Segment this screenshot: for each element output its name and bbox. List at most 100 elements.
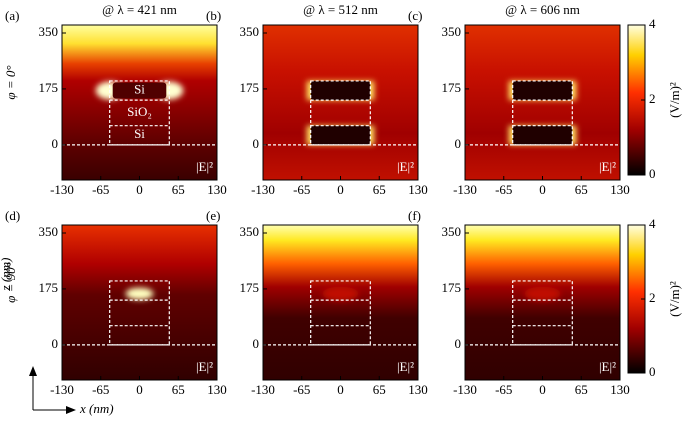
x-arrowhead bbox=[66, 406, 76, 414]
y-tick-label: 0 bbox=[52, 336, 59, 351]
panel-label: (f) bbox=[408, 208, 421, 223]
y-tick-label: 0 bbox=[52, 136, 59, 151]
x-tick-label: -65 bbox=[293, 182, 310, 197]
field-label: |E|² bbox=[196, 159, 213, 174]
field-background bbox=[62, 25, 217, 180]
x-tick-label: 65 bbox=[373, 182, 386, 197]
x-tick-label: 130 bbox=[207, 182, 227, 197]
x-tick-label: 0 bbox=[539, 182, 546, 197]
column-title: @ λ = 421 nm bbox=[102, 2, 177, 17]
x-tick-label: 65 bbox=[373, 382, 386, 397]
panel: |E|² (f) -130 -65 0 65 130 0 175 350 bbox=[408, 208, 630, 397]
colorbar-label: (V/m)² bbox=[667, 82, 682, 118]
z-arrowhead bbox=[29, 366, 37, 376]
panel: Si SiO₂ Si |E|² (a) -130 -65 0 65 130 0 175 350 bbox=[5, 8, 227, 197]
y-tick-label: 0 bbox=[253, 336, 260, 351]
x-tick-label: -65 bbox=[293, 382, 310, 397]
field-map bbox=[263, 225, 418, 380]
field-label: |E|² bbox=[397, 359, 414, 374]
colorbar-tick-label: 2 bbox=[649, 91, 656, 106]
y-tick-label: 175 bbox=[39, 280, 59, 295]
colorbar-tick-label: 4 bbox=[649, 16, 656, 31]
panel-label: (a) bbox=[5, 8, 19, 23]
structure-outline bbox=[310, 280, 371, 346]
structure-outline bbox=[512, 80, 573, 146]
panel-label: (e) bbox=[206, 208, 220, 223]
x-tick-label: -65 bbox=[92, 182, 109, 197]
hotspot bbox=[524, 286, 561, 301]
y-tick-label: 350 bbox=[39, 24, 59, 39]
y-tick-label: 0 bbox=[455, 136, 462, 151]
y-tick-label: 175 bbox=[442, 280, 462, 295]
structure-label: Si bbox=[134, 81, 145, 96]
y-tick-label: 175 bbox=[240, 80, 260, 95]
y-tick-label: 0 bbox=[253, 136, 260, 151]
x-tick-label: 130 bbox=[610, 182, 630, 197]
panel-label: (b) bbox=[206, 8, 221, 23]
colorbar-tick-label: 4 bbox=[649, 216, 656, 231]
structure-outline bbox=[109, 280, 170, 346]
field-background bbox=[263, 25, 418, 180]
x-tick-label: -130 bbox=[453, 382, 477, 397]
column-title: @ λ = 512 nm bbox=[303, 2, 378, 17]
panel-label: (c) bbox=[408, 8, 422, 23]
y-tick-label: 350 bbox=[240, 224, 260, 239]
y-tick-label: 350 bbox=[39, 224, 59, 239]
field-background bbox=[465, 25, 620, 180]
x-tick-label: 0 bbox=[136, 182, 143, 197]
field-map bbox=[263, 25, 418, 180]
x-tick-label: -130 bbox=[453, 182, 477, 197]
x-tick-label: 130 bbox=[610, 382, 630, 397]
x-tick-label: 0 bbox=[337, 182, 344, 197]
field-label: |E|² bbox=[599, 359, 616, 374]
x-tick-label: -65 bbox=[495, 182, 512, 197]
y-tick-label: 350 bbox=[442, 24, 462, 39]
y-tick-label: 0 bbox=[455, 336, 462, 351]
field-map bbox=[62, 225, 217, 380]
row-label: φ = 0° bbox=[3, 65, 18, 99]
x-tick-label: 0 bbox=[539, 382, 546, 397]
hotspot bbox=[322, 286, 359, 301]
x-tick-label: -130 bbox=[50, 382, 74, 397]
si-block bbox=[512, 125, 573, 145]
y-tick-label: 175 bbox=[442, 80, 462, 95]
field-map bbox=[465, 25, 620, 180]
field-label: |E|² bbox=[397, 159, 414, 174]
structure-outline bbox=[310, 80, 371, 146]
x-tick-label: 130 bbox=[408, 382, 428, 397]
x-tick-label: 0 bbox=[136, 382, 143, 397]
colorbar-tick-label: 0 bbox=[649, 364, 656, 379]
x-tick-label: 0 bbox=[337, 382, 344, 397]
structure-outline bbox=[109, 80, 170, 146]
x-tick-label: -65 bbox=[495, 382, 512, 397]
colorbar-tick-label: 2 bbox=[649, 290, 656, 305]
panel: |E|² (b) -130 -65 0 65 130 0 175 350 bbox=[206, 8, 428, 197]
z-axis-label: z (nm) bbox=[0, 258, 13, 292]
x-tick-label: -130 bbox=[251, 382, 275, 397]
x-tick-label: 130 bbox=[408, 182, 428, 197]
x-tick-label: -130 bbox=[251, 182, 275, 197]
x-tick-label: -130 bbox=[50, 182, 74, 197]
x-tick-label: 65 bbox=[172, 182, 185, 197]
panel: |E|² (d) -130 -65 0 65 130 0 175 350 bbox=[5, 208, 227, 397]
x-tick-label: 65 bbox=[575, 182, 588, 197]
panel: |E|² (c) -130 -65 0 65 130 0 175 350 bbox=[408, 8, 630, 197]
x-tick-label: 65 bbox=[575, 382, 588, 397]
colorbar-tick-label: 0 bbox=[649, 166, 656, 181]
x-tick-label: 65 bbox=[172, 382, 185, 397]
si-block bbox=[310, 80, 371, 101]
field-label: |E|² bbox=[599, 159, 616, 174]
column-title: @ λ = 606 nm bbox=[505, 2, 580, 17]
structure-label: Si bbox=[134, 126, 145, 141]
hotspot bbox=[125, 287, 154, 300]
structure-label: SiO₂ bbox=[127, 104, 152, 119]
field-label: |E|² bbox=[196, 359, 213, 374]
si-block bbox=[112, 82, 167, 99]
x-axis-label: x (nm) bbox=[79, 401, 114, 416]
y-tick-label: 175 bbox=[39, 80, 59, 95]
y-tick-label: 175 bbox=[240, 280, 260, 295]
field-map bbox=[465, 225, 620, 380]
si-block bbox=[512, 80, 573, 101]
panel-label: (d) bbox=[5, 208, 20, 223]
